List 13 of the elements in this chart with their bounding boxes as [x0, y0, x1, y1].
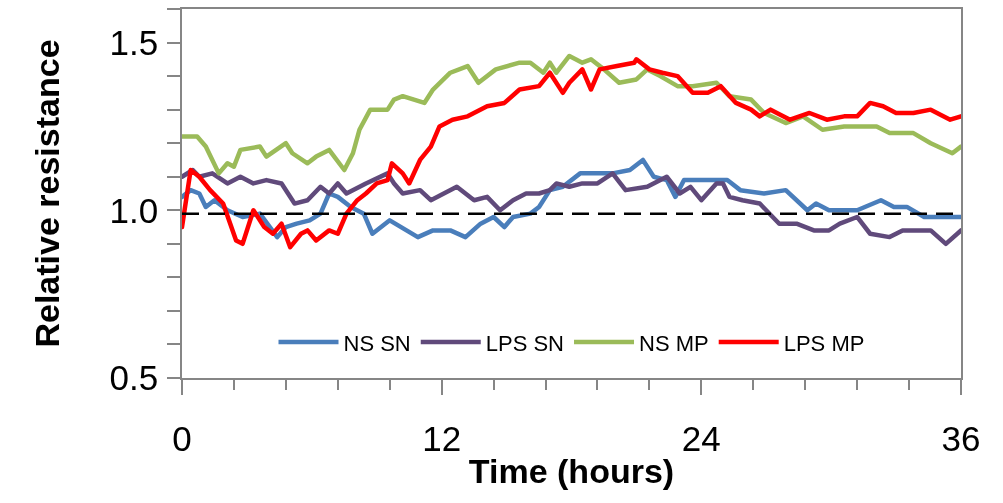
x-tick-label: 12 — [422, 418, 462, 458]
y-axis-title: Relative resistance — [27, 39, 66, 348]
x-tick-label: 36 — [941, 418, 981, 458]
legend-label: NS SN — [343, 330, 411, 356]
x-tick-label: 24 — [681, 418, 721, 458]
legend-label: NS MP — [639, 330, 709, 356]
y-tick-label: 1.5 — [109, 22, 159, 62]
x-axis-title: Time (hours) — [468, 451, 675, 490]
x-tick-label: 0 — [172, 418, 192, 458]
legend-label: LPS SN — [485, 330, 565, 356]
y-tick-label: 0.5 — [109, 358, 159, 398]
y-tick-label: 1.0 — [109, 190, 159, 230]
legend-label: LPS MP — [783, 330, 865, 356]
